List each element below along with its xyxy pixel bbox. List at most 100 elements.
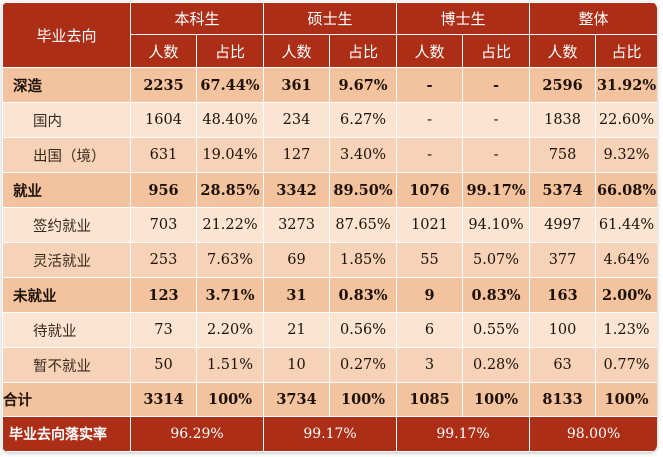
count-cell: 3273 — [263, 207, 331, 243]
share-cell: 3.71% — [195, 277, 265, 313]
table-row: 合计 3314 100% 3734 100% 1085 100% 8133 100% — [2, 382, 657, 417]
share-cell: 100% — [462, 382, 531, 417]
count-cell: 4997 — [529, 207, 597, 243]
count-cell: 1076 — [396, 172, 464, 208]
row-label: 灵活就业 — [2, 242, 131, 278]
share-cell: 1.51% — [195, 347, 265, 383]
count-cell: 5374 — [529, 172, 597, 208]
count-cell: 69 — [263, 242, 331, 278]
share-cell: - — [462, 67, 531, 103]
count-cell: 31 — [263, 277, 331, 313]
count-cell: 127 — [263, 137, 331, 173]
placement-rate-row: 毕业去向落实率 96.29% 99.17% 99.17% 98.00% — [2, 416, 657, 452]
share-cell: 67.44% — [195, 67, 265, 103]
graduate-destination-table: 毕业去向 本科生 硕士生 博士生 整体 人数 占比 人数 占比 人数 占比 人数… — [2, 2, 657, 452]
count-cell: 123 — [130, 277, 197, 313]
count-cell: 3734 — [263, 382, 331, 417]
count-cell: 2596 — [529, 67, 597, 103]
sub-header-count: 人数 — [263, 34, 331, 68]
share-cell: 61.44% — [595, 207, 657, 243]
count-cell: - — [396, 137, 464, 173]
share-cell: 7.63% — [195, 242, 265, 278]
group-header-master: 硕士生 — [263, 2, 398, 35]
share-cell: 0.83% — [329, 277, 398, 313]
group-header-overall: 整体 — [529, 2, 657, 35]
row-label: 签约就业 — [2, 207, 131, 243]
share-cell: 5.07% — [462, 242, 531, 278]
row-label-header: 毕业去向 — [2, 2, 131, 68]
placement-rate-value: 96.29% — [129, 416, 265, 452]
count-cell: 163 — [529, 277, 597, 313]
share-cell: 94.10% — [462, 207, 531, 243]
share-cell: 0.28% — [462, 347, 531, 383]
share-cell: 0.83% — [462, 277, 531, 313]
row-label: 国内 — [2, 102, 131, 138]
count-cell: 234 — [263, 102, 331, 138]
sub-header-share: 占比 — [329, 34, 398, 68]
count-cell: 1021 — [396, 207, 464, 243]
table-row: 就业 956 28.85% 3342 89.50% 1076 99.17% 5374 66.08… — [2, 172, 657, 208]
group-header-doctor: 博士生 — [396, 2, 531, 35]
sub-header-share: 占比 — [462, 34, 531, 68]
sub-header-count: 人数 — [396, 34, 464, 68]
count-cell: 1838 — [529, 102, 597, 138]
count-cell: 55 — [396, 242, 464, 278]
row-label: 待就业 — [2, 312, 131, 348]
share-cell: 19.04% — [195, 137, 265, 173]
count-cell: 3342 — [263, 172, 331, 208]
count-cell: - — [396, 102, 464, 138]
sub-header-count: 人数 — [529, 34, 597, 68]
share-cell: 0.77% — [595, 347, 657, 383]
row-label: 深造 — [2, 67, 131, 103]
share-cell: 4.64% — [595, 242, 657, 278]
share-cell: 2.20% — [195, 312, 265, 348]
count-cell: 100 — [529, 312, 597, 348]
share-cell: 9.32% — [595, 137, 657, 173]
share-cell: 9.67% — [329, 67, 398, 103]
count-cell: 703 — [130, 207, 197, 243]
employment-table-card: 毕业去向 本科生 硕士生 博士生 整体 人数 占比 人数 占比 人数 占比 人数… — [2, 2, 657, 452]
share-cell: 28.85% — [195, 172, 265, 208]
table-row: 出国（境） 631 19.04% 127 3.40% - -758 9.32% — [2, 137, 657, 173]
count-cell: 6 — [396, 312, 464, 348]
count-cell: 9 — [396, 277, 464, 313]
count-cell: 758 — [529, 137, 597, 173]
row-label: 暂不就业 — [2, 347, 131, 383]
sub-header-count: 人数 — [130, 34, 197, 68]
share-cell: 3.40% — [329, 137, 398, 173]
share-cell: 6.27% — [329, 102, 398, 138]
share-cell: 22.60% — [595, 102, 657, 138]
count-cell: 253 — [130, 242, 197, 278]
row-label: 出国（境） — [2, 137, 131, 173]
share-cell: 100% — [595, 382, 657, 417]
share-cell: - — [462, 102, 531, 138]
count-cell: 377 — [529, 242, 597, 278]
placement-rate-value: 99.17% — [396, 416, 531, 452]
count-cell: 8133 — [529, 382, 597, 417]
group-header-undergrad: 本科生 — [129, 2, 265, 35]
placement-rate-label: 毕业去向落实率 — [2, 416, 131, 452]
share-cell: 100% — [329, 382, 398, 417]
share-cell: 66.08% — [595, 172, 657, 208]
share-cell: 2.00% — [595, 277, 657, 313]
table-body: 深造 2235 67.44% 361 9.67% - -2596 31.92% 国内 1604 48… — [2, 67, 657, 452]
count-cell: 63 — [529, 347, 597, 383]
row-label: 合计 — [2, 382, 131, 417]
table-row: 未就业 123 3.71% 31 0.83% 9 0.83% 163 2.00% — [2, 277, 657, 313]
count-cell: 361 — [263, 67, 331, 103]
share-cell: 31.92% — [595, 67, 657, 103]
share-cell: 0.27% — [329, 347, 398, 383]
table-row: 深造 2235 67.44% 361 9.67% - -2596 31.92% — [2, 67, 657, 103]
placement-rate-value: 98.00% — [529, 416, 657, 452]
count-cell: 3314 — [130, 382, 197, 417]
table-row: 国内 1604 48.40% 234 6.27% - -1838 22.60% — [2, 102, 657, 138]
share-cell: - — [462, 137, 531, 173]
count-cell: 631 — [130, 137, 197, 173]
table-row: 签约就业 703 21.22% 3273 87.65% 1021 94.10% 4997 61.… — [2, 207, 657, 243]
share-cell: 99.17% — [462, 172, 531, 208]
count-cell: - — [396, 67, 464, 103]
count-cell: 21 — [263, 312, 331, 348]
count-cell: 73 — [130, 312, 197, 348]
row-label: 就业 — [2, 172, 131, 208]
count-cell: 3 — [396, 347, 464, 383]
